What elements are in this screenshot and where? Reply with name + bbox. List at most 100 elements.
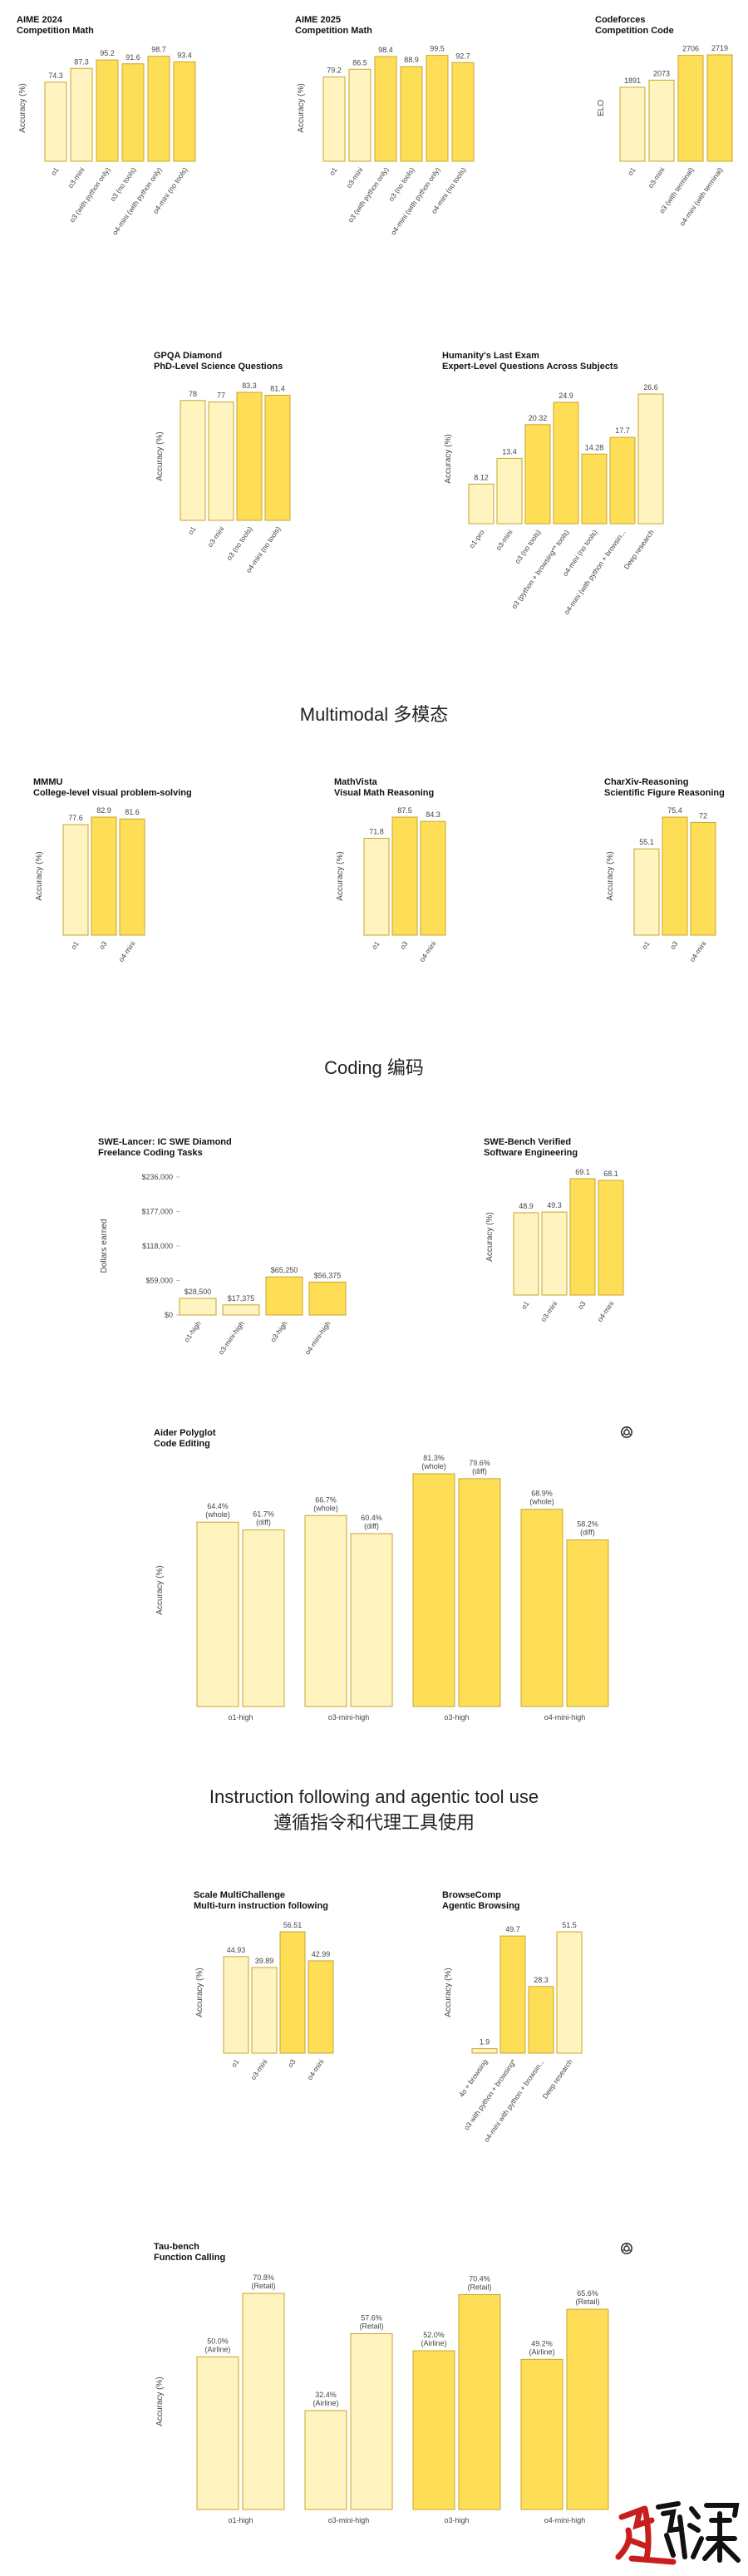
bar-value-label: $56,375 <box>314 1271 342 1279</box>
chart-subtitle: Visual Math Reasoning <box>334 788 435 798</box>
bar-value-label: $65,250 <box>271 1266 298 1274</box>
bar <box>553 401 579 525</box>
chart-svg: Accuracy (%) 44.93 o1 39.89 o3-mini 56.51 o3 42… <box>195 1921 334 2081</box>
chart-codeforces: Codeforces Competition Code ELO 1891 o1 207… <box>595 15 736 264</box>
bar <box>706 54 733 162</box>
chart-title: AIME 2024 <box>17 15 63 25</box>
bar-value-label: 79.2 <box>327 66 342 75</box>
x-tick-label: o3 <box>576 1299 588 1311</box>
bar-value-label: 81.4 <box>270 385 285 393</box>
bar-series-tag: (diff) <box>472 1467 487 1475</box>
x-tick-label: o4-mini (with python + browsin... <box>562 528 627 616</box>
x-tick-label: o1-pro <box>467 528 485 549</box>
chart-subtitle: Competition Code <box>595 26 674 36</box>
bar-value-label: 44.93 <box>227 1946 246 1954</box>
bar-value-label: 68.9% <box>531 1490 553 1498</box>
bar-value-label: 77.6 <box>68 814 83 822</box>
x-tick-label: o4-mini-high <box>303 1319 332 1356</box>
x-tick-label: o3-mini <box>66 165 86 190</box>
x-tick-label: o1 <box>626 165 637 177</box>
bar <box>44 81 67 162</box>
chart-aime2024: AIME 2024 Competition Math Accuracy (%) 7… <box>17 15 224 264</box>
bar <box>348 68 372 162</box>
bar-value-label: 61.7% <box>253 1510 274 1519</box>
watermark-logo <box>615 2501 741 2565</box>
bar <box>633 848 660 936</box>
x-tick-label: o4-mini <box>116 939 136 963</box>
bar <box>662 816 688 936</box>
bar-value-label: 87.3 <box>74 57 89 66</box>
bar-airline <box>412 2350 455 2510</box>
chart-title: BrowseComp <box>442 1890 501 1900</box>
y-tick-label: $59,000 <box>145 1277 173 1285</box>
bar <box>147 56 170 162</box>
chart-subtitle: Competition Math <box>17 26 94 36</box>
bar <box>91 816 117 936</box>
chart-subtitle: Scientific Figure Reasoning <box>604 788 725 798</box>
chart-subtitle: Function Calling <box>154 2253 226 2263</box>
y-axis-label: ELO <box>597 100 606 116</box>
bar-value-label: 91.6 <box>125 53 140 62</box>
chart-aime2025: AIME 2025 Competition Math Accuracy (%) 7… <box>295 15 503 264</box>
bar <box>251 1967 278 2054</box>
y-tick-label: $118,000 <box>142 1242 173 1250</box>
y-tick-label: $236,000 <box>141 1173 173 1181</box>
bar-value-label: 72 <box>699 811 707 820</box>
x-tick-label: o4-mini-high <box>544 1713 586 1721</box>
y-axis-label: Accuracy (%) <box>444 434 453 483</box>
section-instruction-line2: 遵循指令和代理工具使用 <box>273 1812 475 1833</box>
x-tick-label: o3-mini <box>646 165 666 190</box>
bar-diff <box>458 1478 501 1707</box>
x-tick-label: o3 (no tools) <box>224 525 253 562</box>
x-tick-label: o3-mini-high <box>217 1319 246 1356</box>
bar <box>173 61 196 162</box>
bar <box>223 1956 249 2054</box>
chart-gpqa: GPQA Diamond PhD-Level Science Questions… <box>154 351 320 608</box>
chart-svg: Accuracy (%) 71.8 o1 87.5 o3 84.3 o4-mini <box>336 806 446 963</box>
bar-value-label: 98.7 <box>151 46 166 54</box>
bar-value-label: 57.6% <box>361 2313 382 2322</box>
bar <box>308 1960 334 2054</box>
chart-title: Tau-bench <box>154 2242 199 2252</box>
bar-value-label: 32.4% <box>315 2391 337 2399</box>
bar-series-tag: (diff) <box>256 1519 271 1527</box>
x-tick-label: o3-mini <box>539 1299 559 1323</box>
bar-airline <box>520 2358 563 2510</box>
bar-value-label: 55.1 <box>639 838 654 846</box>
x-tick-label: o4-mini <box>595 1299 615 1323</box>
chart-svg: Dollars earned $0 $59,000 $118,000 $177,000 $… <box>100 1173 347 1356</box>
bar-value-label: 49.2% <box>531 2339 553 2347</box>
bar <box>468 483 495 525</box>
chart-title: SWE-Bench Verified <box>484 1137 572 1147</box>
bar <box>499 1935 526 2054</box>
x-tick-label: Deep research <box>540 2057 573 2101</box>
bar-value-label: 98.4 <box>378 46 393 54</box>
bar-value-label: 81.3% <box>423 1454 445 1462</box>
bar-value-label: 28.3 <box>534 1976 549 1984</box>
bar-series-tag: (Retail) <box>575 2298 599 2306</box>
x-tick-label: o3 <box>286 2057 298 2069</box>
bar <box>637 393 664 525</box>
bar-series-tag: (Retail) <box>359 2322 383 2330</box>
bar-series-tag: (Airline) <box>529 2347 554 2356</box>
bar-value-label: 70.4% <box>469 2274 490 2283</box>
bar <box>648 79 675 162</box>
bar-retail <box>566 2308 609 2510</box>
bar-retail <box>458 2293 501 2510</box>
chart-subtitle: PhD-Level Science Questions <box>154 362 283 372</box>
chart-subtitle: Code Editing <box>154 1439 210 1449</box>
bar <box>208 401 234 521</box>
x-tick-label: o4-mini <box>687 939 707 963</box>
x-tick-label: o4-mini <box>417 939 437 963</box>
bar-value-label: 26.6 <box>643 383 658 392</box>
bar-diff <box>566 1539 609 1707</box>
y-axis-label: Accuracy (%) <box>35 851 44 900</box>
x-tick-label: o3 <box>97 939 109 951</box>
bar <box>222 1304 260 1316</box>
bar <box>179 1298 217 1316</box>
x-tick-label: o3-mini <box>344 165 364 190</box>
bar <box>556 1931 583 2054</box>
bar-value-label: 74.3 <box>48 71 63 80</box>
